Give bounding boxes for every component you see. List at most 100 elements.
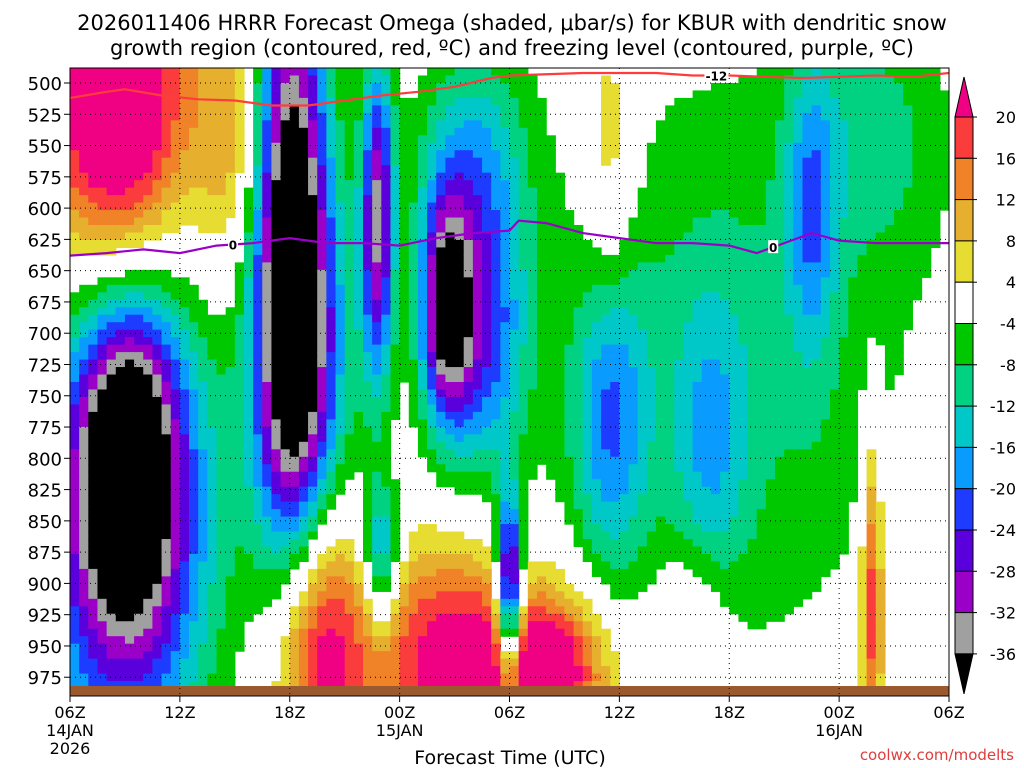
omega-cell xyxy=(472,606,483,615)
omega-cell xyxy=(454,180,465,189)
omega-cell xyxy=(143,329,154,338)
omega-heatmap xyxy=(70,68,949,696)
omega-cell xyxy=(317,352,327,361)
omega-cell xyxy=(573,628,584,637)
omega-cell xyxy=(665,307,675,316)
omega-cell xyxy=(344,329,355,338)
omega-cell xyxy=(143,75,154,84)
omega-cell xyxy=(656,127,666,136)
omega-cell xyxy=(417,314,428,323)
omega-cell xyxy=(454,337,465,346)
omega-cell xyxy=(253,127,263,136)
omega-cell xyxy=(88,367,99,376)
omega-cell xyxy=(115,471,126,480)
omega-cell xyxy=(88,411,99,420)
omega-cell xyxy=(601,449,611,458)
omega-cell xyxy=(253,426,263,435)
omega-cell xyxy=(619,441,630,450)
omega-cell xyxy=(115,486,126,495)
omega-cell xyxy=(289,613,300,622)
omega-cell xyxy=(298,553,309,563)
omega-cell xyxy=(491,426,501,435)
omega-cell xyxy=(344,150,355,159)
omega-cell xyxy=(674,449,685,458)
omega-cell xyxy=(298,307,309,316)
omega-cell xyxy=(308,501,318,510)
omega-cell xyxy=(536,441,547,450)
omega-cell xyxy=(243,337,254,346)
omega-cell xyxy=(298,591,309,600)
omega-cell xyxy=(234,553,245,563)
omega-cell xyxy=(417,225,428,234)
omega-cell xyxy=(363,658,373,667)
omega-cell xyxy=(591,337,602,346)
omega-cell xyxy=(79,75,89,84)
omega-cell xyxy=(170,591,181,600)
omega-cell xyxy=(106,598,117,607)
omega-cell xyxy=(527,90,538,99)
omega-cell xyxy=(317,643,327,652)
omega-cell xyxy=(326,434,337,443)
omega-cell xyxy=(106,299,117,308)
omega-cell xyxy=(665,210,675,219)
omega-cell xyxy=(280,681,291,690)
omega-cell xyxy=(298,165,309,174)
omega-cell xyxy=(436,239,447,249)
omega-cell xyxy=(344,576,355,585)
omega-cell xyxy=(79,613,89,622)
omega-cell xyxy=(363,195,373,204)
omega-cell xyxy=(216,516,227,525)
omega-cell xyxy=(500,426,511,435)
omega-cell xyxy=(179,666,190,675)
omega-cell xyxy=(198,613,208,622)
omega-cell xyxy=(436,322,447,331)
omega-cell xyxy=(582,546,593,555)
omega-cell xyxy=(665,486,675,495)
omega-cell xyxy=(161,165,172,174)
omega-cell xyxy=(124,396,135,406)
omega-cell xyxy=(536,322,547,331)
omega-cell xyxy=(97,539,108,548)
omega-cell xyxy=(472,277,483,286)
omega-cell xyxy=(427,613,437,622)
omega-cell xyxy=(88,142,99,151)
omega-cell xyxy=(491,494,501,503)
omega-cell xyxy=(536,374,547,383)
omega-cell xyxy=(637,187,648,196)
omega-cell xyxy=(482,232,492,241)
omega-cell xyxy=(674,426,685,435)
omega-cell xyxy=(243,247,254,256)
omega-cell xyxy=(436,284,447,293)
omega-cell xyxy=(399,150,410,159)
omega-cell xyxy=(482,172,492,181)
omega-cell xyxy=(408,217,419,226)
omega-cell xyxy=(500,449,511,458)
omega-cell xyxy=(482,396,492,406)
omega-cell xyxy=(491,292,501,301)
omega-cell xyxy=(271,576,282,585)
omega-cell xyxy=(399,172,410,181)
omega-cell xyxy=(262,262,273,271)
omega-cell xyxy=(289,322,300,331)
omega-cell xyxy=(610,501,620,510)
omega-cell xyxy=(198,531,208,540)
omega-cell xyxy=(317,651,327,660)
omega-cell xyxy=(445,90,456,99)
omega-cell xyxy=(518,426,529,435)
omega-cell xyxy=(546,232,556,241)
omega-cell xyxy=(106,322,117,331)
omega-cell xyxy=(335,142,346,151)
omega-cell xyxy=(665,284,675,293)
omega-cell xyxy=(106,367,117,376)
omega-cell xyxy=(482,292,492,301)
omega-cell xyxy=(253,187,263,196)
omega-cell xyxy=(536,202,547,211)
omega-cell xyxy=(280,426,291,435)
omega-cell xyxy=(491,232,501,241)
omega-cell xyxy=(179,471,190,480)
omega-cell xyxy=(674,232,685,241)
omega-cell xyxy=(335,105,346,114)
omega-cell xyxy=(262,239,273,249)
omega-cell xyxy=(564,651,575,660)
omega-cell xyxy=(427,539,437,548)
